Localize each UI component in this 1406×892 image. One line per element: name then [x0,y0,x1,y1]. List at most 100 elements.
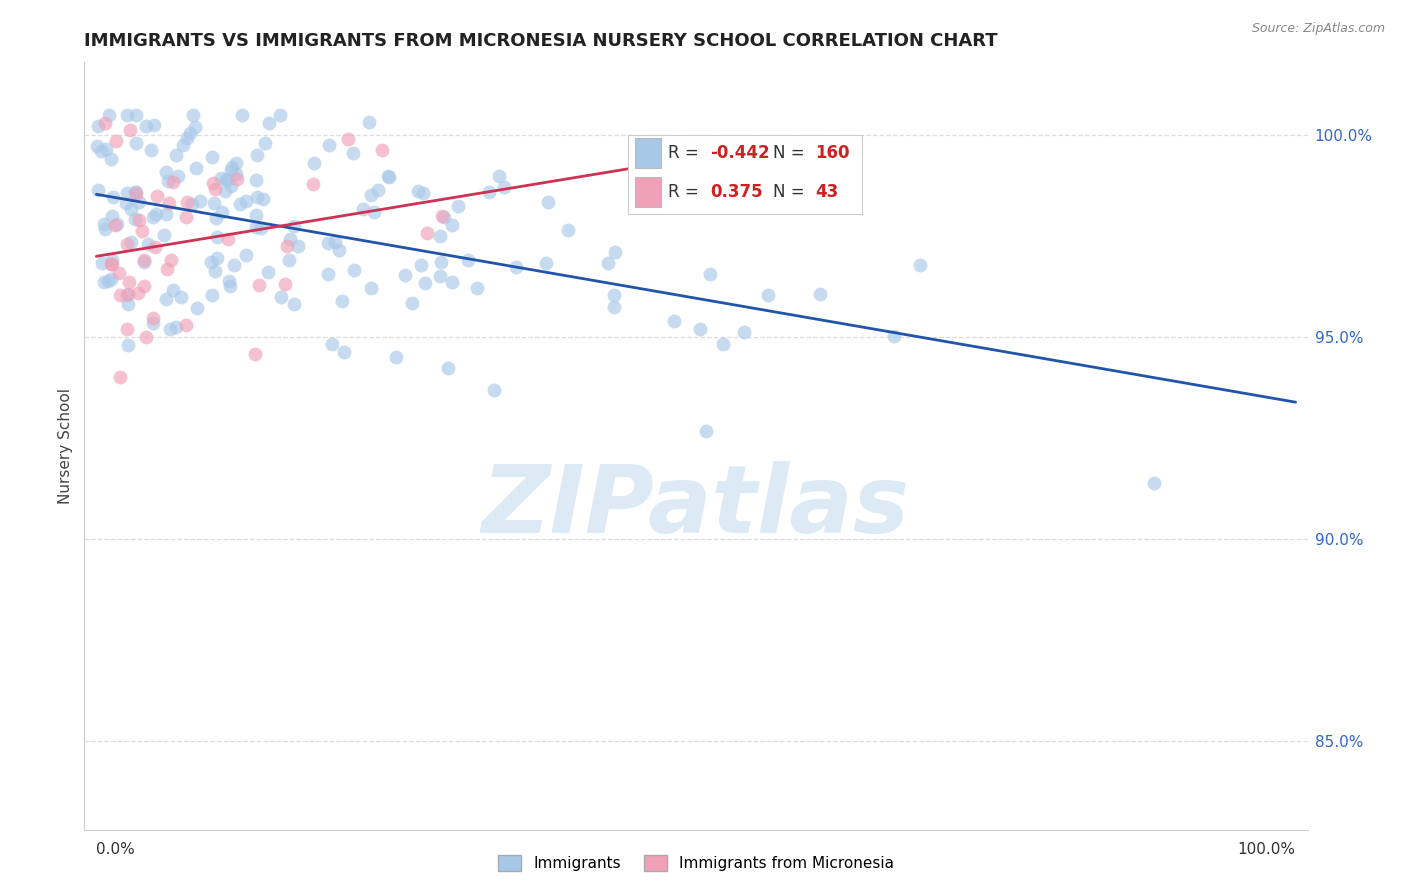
Point [492,180,515,194]
Point [357,115,380,129]
Point [808,286,831,301]
Point [142,316,165,330]
Point [209,171,232,186]
Point [156,174,179,188]
Point [142,210,165,224]
Point [124,212,146,227]
Point [108,266,131,280]
Point [411,258,433,272]
Point [132,255,155,269]
Point [270,290,292,304]
Point [371,143,394,157]
Point [441,218,464,232]
Point [1143,476,1166,491]
Point [283,296,305,310]
Point [278,253,301,268]
Point [217,232,239,246]
Point [235,194,257,208]
Point [429,228,451,243]
Text: Source: ZipAtlas.com: Source: ZipAtlas.com [1251,22,1385,36]
Point [211,204,233,219]
Point [243,347,266,361]
Point [257,116,280,130]
Point [100,272,122,286]
Point [97,108,120,122]
Point [105,217,128,231]
Text: 160: 160 [815,145,849,162]
Point [155,165,177,179]
Text: N =: N = [773,145,810,162]
Point [155,207,177,221]
Point [433,210,456,224]
Point [394,268,416,282]
Point [695,424,717,438]
Point [135,329,157,343]
Point [662,314,685,328]
Point [318,236,340,251]
Point [179,126,201,140]
Point [166,169,188,183]
Point [127,285,149,300]
Point [143,118,166,132]
Point [441,275,464,289]
FancyBboxPatch shape [636,138,661,169]
Text: 0.0%: 0.0% [97,842,135,856]
Point [883,329,905,343]
Point [557,223,579,237]
Point [415,276,437,290]
Point [488,169,510,183]
Point [132,253,155,268]
Point [101,252,124,267]
Point [183,120,205,135]
Y-axis label: Nursery School: Nursery School [58,388,73,504]
Point [333,345,356,359]
Point [87,183,110,197]
Point [90,256,112,270]
Point [172,138,194,153]
Point [318,138,340,153]
Point [186,301,208,315]
Point [157,196,180,211]
Point [336,132,359,146]
Point [125,108,148,122]
Point [115,186,138,201]
Point [274,277,297,291]
Point [733,325,755,339]
Point [176,195,198,210]
Point [478,185,501,199]
Point [143,239,166,253]
Point [401,296,423,310]
Text: 100.0%: 100.0% [1237,842,1295,856]
Point [367,183,389,197]
Point [108,288,131,302]
Text: R =: R = [668,145,704,162]
Point [245,220,267,235]
Point [505,260,527,274]
Point [225,156,247,170]
Point [603,300,626,314]
Point [252,192,274,206]
Point [412,186,434,201]
Point [120,123,142,137]
Point [246,148,269,162]
Point [269,108,291,122]
Text: N =: N = [773,183,810,202]
Point [343,262,366,277]
Point [86,139,108,153]
Point [342,146,364,161]
Point [323,235,346,249]
Point [447,199,470,213]
Point [430,209,453,223]
Point [245,172,267,186]
Point [360,187,382,202]
Point [536,255,558,269]
Point [257,265,280,279]
Point [221,160,243,174]
Point [134,278,156,293]
Point [218,274,240,288]
Point [156,262,179,277]
Point [131,224,153,238]
Point [249,220,271,235]
Point [94,116,117,130]
Point [224,258,246,272]
